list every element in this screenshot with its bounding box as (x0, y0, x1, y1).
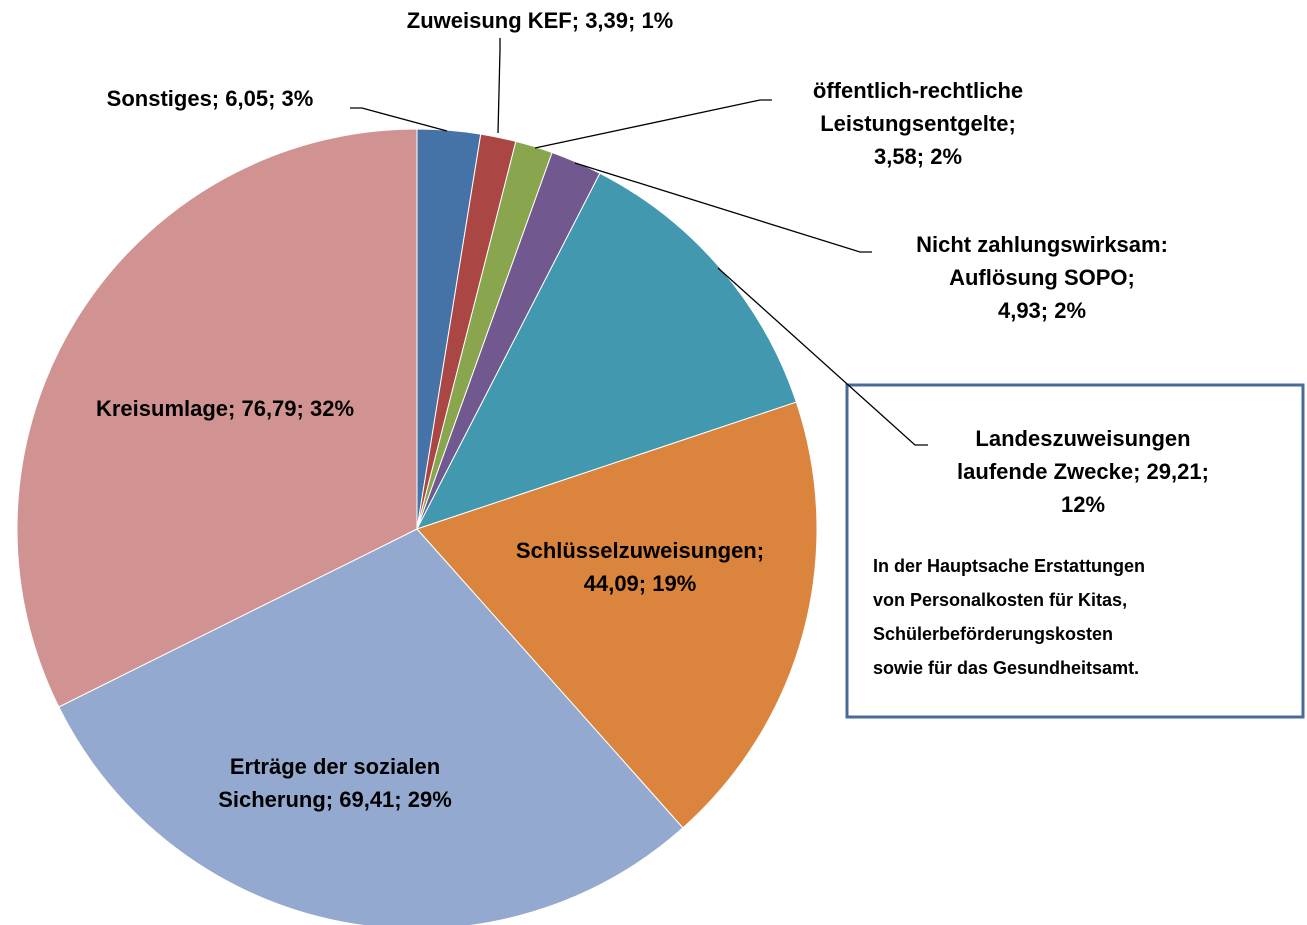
data-label: Kreisumlage; 76,79; 32% (96, 396, 354, 421)
data-label: 3,58; 2% (874, 144, 962, 169)
data-label: Schlüsselzuweisungen; (516, 538, 764, 563)
annotation-text: Schülerbeförderungskosten (873, 624, 1113, 644)
data-label: 12% (1061, 492, 1105, 517)
data-label: Leistungsentgelte; (820, 111, 1016, 136)
data-label: laufende Zwecke; 29,21; (957, 459, 1209, 484)
pie-slice (58, 528, 684, 925)
data-label: Erträge der sozialen (230, 754, 440, 779)
pie-slice (16, 128, 418, 708)
data-label: Nicht zahlungswirksam: (916, 232, 1168, 257)
data-label: öffentlich-rechtliche (813, 78, 1023, 103)
annotation-text: von Personalkosten für Kitas, (873, 590, 1127, 610)
data-label: 4,93; 2% (998, 298, 1086, 323)
data-label: Sonstiges; 6,05; 3% (107, 86, 314, 111)
data-label: Auflösung SOPO; (949, 265, 1135, 290)
pie-slice (415, 172, 797, 530)
leader-line (350, 107, 448, 132)
leader-line (534, 99, 772, 149)
pie-slice (416, 401, 818, 829)
annotation-text: In der Hauptsache Erstattungen (873, 556, 1145, 576)
leader-line (574, 162, 872, 253)
data-label: 44,09; 19% (584, 571, 697, 596)
data-label: Landeszuweisungen (975, 426, 1190, 451)
leader-line (497, 38, 501, 134)
leader-line (717, 267, 928, 446)
annotation-text: sowie für das Gesundheitsamt. (873, 658, 1139, 678)
data-label: Zuweisung KEF; 3,39; 1% (407, 8, 674, 33)
data-label: Sicherung; 69,41; 29% (218, 787, 452, 812)
annotation-box (845, 383, 1305, 719)
